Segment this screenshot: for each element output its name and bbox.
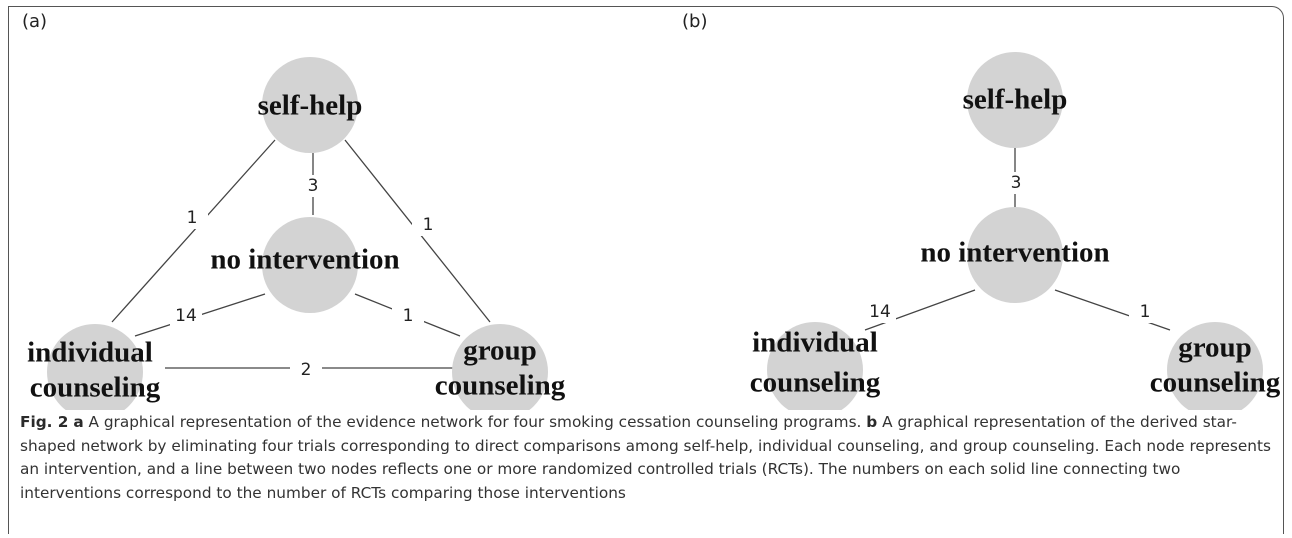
node-label: individual [27,337,153,369]
edge [1054,289,1171,331]
node [262,57,358,153]
node-label: self-help [258,90,363,122]
edge-label: 1 [187,208,198,228]
edge-label-bg [864,301,896,323]
edge-label-bg [1129,301,1161,323]
node-label: self-help [963,84,1068,116]
edge-label-bg [392,305,424,327]
node-label: group [1178,332,1252,364]
edge-label: 14 [869,302,891,322]
edge [864,289,976,331]
part-key: b [866,413,878,431]
node [967,207,1063,303]
node-label: counseling [30,372,161,404]
figure-frame [8,6,1284,534]
edge-label: 14 [175,306,197,326]
node [967,52,1063,148]
panel-label: (a) [22,11,47,32]
caption: Fig. 2 a A graphical representation of t… [20,411,1275,505]
node-label: counseling [435,370,566,402]
panel-label: (b) [682,11,707,32]
edge-label: 1 [1140,302,1151,322]
figure: (a) 1 1 3 14 1 2 self-help no intervention indivi… [22,11,1281,410]
edge-label: 3 [308,176,319,196]
node [452,324,548,410]
part-key: a [73,413,84,431]
node [767,322,863,410]
part-text: A graphical representation of the eviden… [88,413,862,431]
part-text: A graphical representation of the derive… [20,413,1271,502]
node [47,324,143,410]
edge-label-bg [297,175,329,197]
edge-label-bg [170,305,202,327]
node [1167,322,1263,410]
node-label: no intervention [210,244,399,276]
edge-label-bg [290,359,322,381]
edge-label-bg [1000,172,1032,194]
node-label: group [463,335,537,367]
edge-label: 1 [403,306,414,326]
node-label: individual [752,327,878,359]
node-label: counseling [750,367,881,399]
edge [111,139,276,323]
edge-label-bg [176,207,208,229]
node [262,217,358,313]
edge-label: 1 [423,215,434,235]
figure-number: Fig. 2 [20,413,69,431]
edge-label-bg [412,214,444,236]
node-label: counseling [1150,367,1281,399]
node-label: no intervention [920,237,1109,269]
edge-label: 2 [301,360,312,380]
edge-label: 3 [1011,173,1022,193]
